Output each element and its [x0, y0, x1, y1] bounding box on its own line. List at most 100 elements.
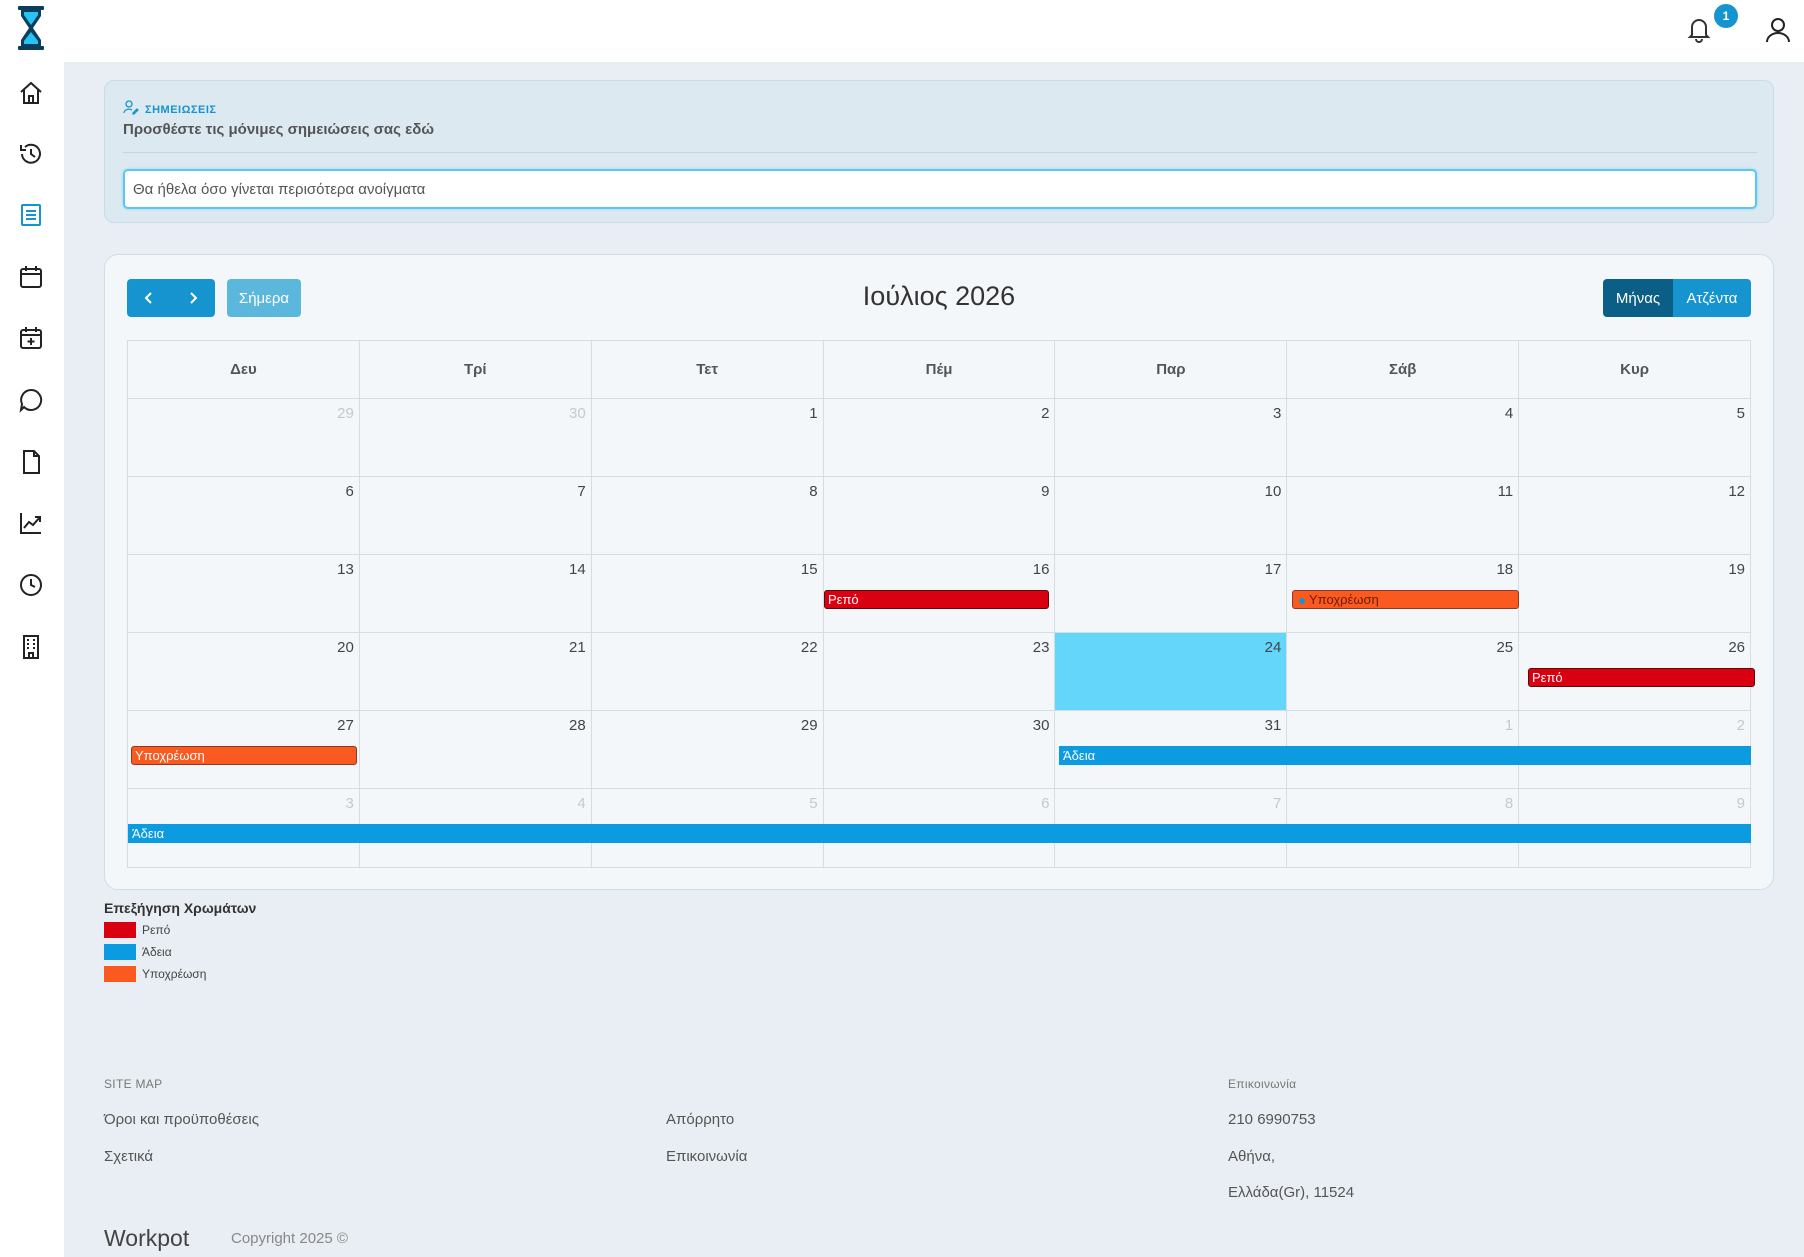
chart-trend-icon[interactable] [16, 508, 46, 538]
event-adeia[interactable]: Άδεια [1059, 746, 1751, 765]
day-cell[interactable]: 8 [592, 477, 824, 554]
day-cell[interactable]: 9 [824, 477, 1056, 554]
today-button[interactable]: Σήμερα [227, 279, 301, 317]
day-cell[interactable]: 28 [360, 711, 592, 788]
footer-brand[interactable]: Workpot [104, 1225, 190, 1251]
day-number: 22 [800, 639, 818, 656]
footer-link-privacy[interactable]: Απόρρητο [666, 1111, 735, 1128]
day-number: 9 [1736, 795, 1746, 812]
next-month-button[interactable] [171, 279, 215, 317]
footer-link-about[interactable]: Σχετικά [104, 1148, 154, 1165]
day-cell[interactable]: 13 [128, 555, 360, 632]
day-cell[interactable]: 16 [824, 555, 1056, 632]
day-number: 8 [809, 483, 818, 500]
day-cell[interactable]: 25 [1287, 633, 1520, 710]
view-button-group: Μήνας Ατζέντα [1603, 279, 1751, 317]
day-cell[interactable]: 2 [824, 399, 1056, 476]
document-icon[interactable] [16, 447, 46, 477]
event-adeia[interactable]: Άδεια [128, 824, 1751, 843]
day-cell[interactable]: 23 [824, 633, 1056, 710]
day-cell[interactable]: 1 [592, 399, 824, 476]
day-number: 2 [1736, 717, 1746, 734]
day-number: 5 [809, 795, 818, 812]
week-row: 13 14 15 16 17 18 19 [128, 555, 1750, 633]
event-repo[interactable]: Ρεπό [824, 590, 1049, 609]
footer-link-terms[interactable]: Όροι και προϋποθέσεις [104, 1111, 259, 1128]
day-number: 26 [1728, 639, 1746, 656]
day-cell[interactable]: 15 [592, 555, 824, 632]
chat-icon[interactable] [16, 385, 46, 415]
notification-bell-icon[interactable] [1684, 14, 1714, 44]
notes-input[interactable] [123, 169, 1757, 209]
day-cell[interactable]: 30 [824, 711, 1056, 788]
day-number: 27 [337, 717, 354, 734]
month-view-button[interactable]: Μήνας [1603, 279, 1673, 317]
nav-button-group [127, 279, 215, 317]
day-cell-today[interactable]: 24 [1055, 633, 1288, 710]
day-cell[interactable]: 27 [128, 711, 360, 788]
day-number: 19 [1728, 561, 1746, 578]
footer-city: Αθήνα, [1228, 1148, 1276, 1165]
week-row: 20 21 22 23 24 25 26 [128, 633, 1750, 711]
legend-item: Άδεια [104, 944, 172, 960]
week-row: 29 30 1 2 3 4 5 [128, 399, 1750, 477]
day-cell[interactable]: 4 [1287, 399, 1520, 476]
hourglass-logo-icon[interactable] [16, 5, 46, 51]
day-number: 24 [1264, 639, 1282, 656]
day-cell[interactable]: 3 [1055, 399, 1288, 476]
building-icon[interactable] [16, 632, 46, 662]
day-number: 2 [1041, 405, 1050, 422]
day-cell[interactable]: 19 [1519, 555, 1750, 632]
day-cell[interactable]: 20 [128, 633, 360, 710]
calendar-icon[interactable] [16, 262, 46, 292]
day-cell[interactable]: 22 [592, 633, 824, 710]
footer-phone: 210 6990753 [1228, 1111, 1316, 1128]
legend-item: Υποχρέωση [104, 966, 206, 982]
day-cell[interactable]: 26 [1519, 633, 1750, 710]
day-cell[interactable]: 6 [128, 477, 360, 554]
legend-label: Άδεια [142, 945, 172, 959]
day-cell[interactable]: 21 [360, 633, 592, 710]
weekday-label: Πέμ [824, 341, 1056, 398]
day-number: 8 [1504, 795, 1514, 812]
event-ypoxreosi[interactable]: Υποχρέωση [131, 746, 357, 765]
clock-icon[interactable] [16, 570, 46, 600]
day-cell[interactable]: 14 [360, 555, 592, 632]
day-number: 31 [1264, 717, 1282, 734]
day-cell[interactable]: 11 [1287, 477, 1520, 554]
footer-link-contact[interactable]: Επικοινωνία [666, 1148, 748, 1165]
day-cell[interactable]: 9 [1519, 789, 1750, 867]
legend-swatch-repo [104, 922, 136, 938]
day-number: 15 [800, 561, 818, 578]
legend-label: Ρεπό [142, 923, 171, 937]
day-number: 1 [809, 405, 818, 422]
chevron-right-icon [190, 292, 198, 304]
day-cell[interactable]: 5 [1519, 399, 1750, 476]
day-number: 5 [1736, 405, 1746, 422]
day-number: 1 [1504, 717, 1514, 734]
agenda-view-button[interactable]: Ατζέντα [1673, 279, 1751, 317]
day-number: 9 [1041, 483, 1050, 500]
day-cell[interactable]: 17 [1055, 555, 1288, 632]
notes-header: ΣΗΜΕΙΩΣΕΙΣ [123, 99, 217, 120]
day-cell[interactable]: 29 [592, 711, 824, 788]
history-icon[interactable] [16, 139, 46, 169]
day-number: 23 [1032, 639, 1050, 656]
notes-icon[interactable] [16, 200, 46, 230]
day-number: 17 [1264, 561, 1282, 578]
day-cell[interactable]: 10 [1055, 477, 1288, 554]
day-number: 6 [345, 483, 354, 500]
user-profile-icon[interactable] [1762, 14, 1794, 46]
prev-month-button[interactable] [127, 279, 171, 317]
day-cell[interactable]: 30 [360, 399, 592, 476]
day-cell[interactable]: 12 [1519, 477, 1750, 554]
day-cell[interactable]: 7 [360, 477, 592, 554]
day-cell[interactable]: 2 [1519, 711, 1750, 788]
home-icon[interactable] [16, 78, 46, 108]
weekday-label: Δευ [128, 341, 360, 398]
day-cell[interactable]: 29 [128, 399, 360, 476]
event-repo[interactable]: Ρεπό [1528, 668, 1755, 687]
day-number: 10 [1264, 483, 1282, 500]
event-ypoxreosi[interactable]: Υποχρέωση [1292, 590, 1519, 609]
calendar-add-icon[interactable] [16, 323, 46, 353]
